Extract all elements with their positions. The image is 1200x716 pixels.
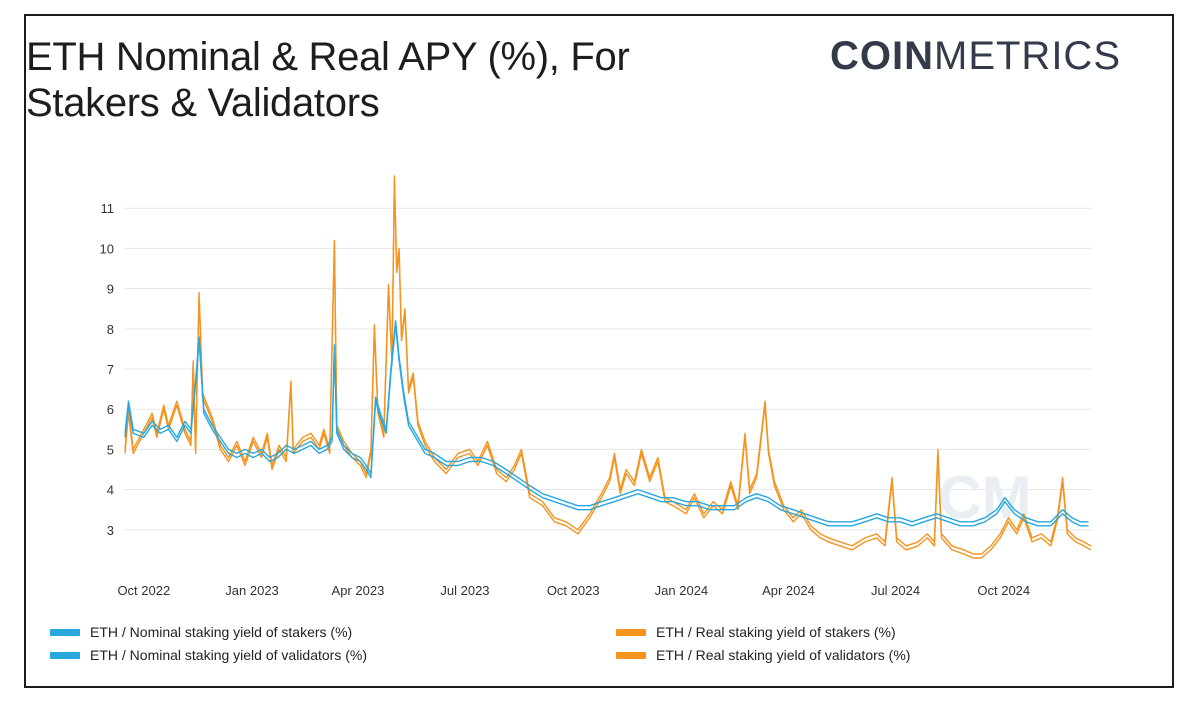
legend-swatch-real-stakers [616, 628, 646, 636]
y-tick-label: 7 [107, 362, 114, 377]
legend-item-nominal-validators[interactable]: ETH / Nominal staking yield of validator… [50, 647, 367, 663]
y-tick-label: 10 [100, 241, 114, 256]
legend-label-nominal-validators: ETH / Nominal staking yield of validator… [90, 647, 367, 663]
logo-bold-text: COIN [830, 34, 934, 78]
coinmetrics-logo: COINMETRICS [830, 32, 1121, 80]
x-tick-label: Apr 2023 [332, 583, 385, 598]
legend-label-real-stakers: ETH / Real staking yield of stakers (%) [656, 624, 896, 640]
series-line-3 [124, 179, 1092, 559]
y-axis-ticks: 3 4 5 6 7 8 9 10 11 [100, 201, 114, 538]
chart-frame [24, 14, 1174, 688]
legend-label-nominal-stakers: ETH / Nominal staking yield of stakers (… [90, 624, 353, 640]
legend-item-real-stakers[interactable]: ETH / Real staking yield of stakers (%) [616, 624, 896, 640]
x-tick-label: Oct 2022 [117, 583, 170, 598]
series-line-0 [124, 320, 1089, 523]
x-tick-label: Oct 2023 [547, 583, 600, 598]
x-tick-label: Oct 2024 [977, 583, 1030, 598]
x-tick-label: Jul 2023 [440, 583, 489, 598]
legend-label-real-validators: ETH / Real staking yield of validators (… [656, 647, 911, 663]
series-line-2 [124, 175, 1092, 555]
gridlines [125, 207, 1092, 531]
logo-light-text: METRICS [934, 34, 1121, 78]
y-tick-label: 11 [101, 201, 115, 216]
x-tick-label: Jan 2023 [225, 583, 279, 598]
chart-title: ETH Nominal & Real APY (%), For Stakers … [26, 35, 630, 125]
y-tick-label: 5 [107, 442, 114, 457]
legend-swatch-nominal-stakers [50, 628, 80, 636]
chart-legend: ETH / Nominal staking yield of stakers (… [50, 612, 1150, 672]
series-lines [124, 175, 1092, 559]
series-line-1 [124, 324, 1089, 527]
x-tick-label: Apr 2024 [762, 583, 815, 598]
legend-swatch-nominal-validators [50, 651, 80, 659]
legend-item-nominal-stakers[interactable]: ETH / Nominal staking yield of stakers (… [50, 624, 352, 640]
y-tick-label: 9 [107, 282, 114, 297]
y-tick-label: 4 [107, 483, 114, 498]
legend-swatch-real-validators [616, 651, 646, 659]
x-tick-label: Jan 2024 [655, 583, 709, 598]
y-tick-label: 6 [107, 402, 114, 417]
y-tick-label: 8 [107, 322, 114, 337]
x-tick-label: Jul 2024 [871, 583, 920, 598]
y-tick-label: 3 [107, 523, 114, 538]
x-axis-ticks: Oct 2022 Jan 2023 Apr 2023 Jul 2023 Oct 2023… [117, 583, 1030, 598]
legend-item-real-validators[interactable]: ETH / Real staking yield of validators (… [616, 647, 910, 663]
